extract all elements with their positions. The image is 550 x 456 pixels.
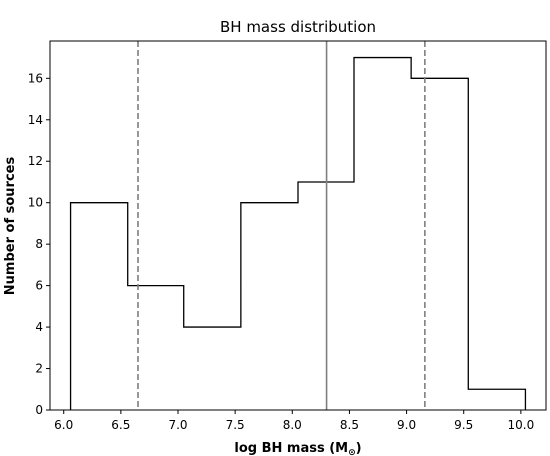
y-tick-label-4: 8 (35, 237, 43, 251)
histogram-bin-5 (354, 58, 411, 410)
x-tick-label-5: 8.5 (340, 418, 359, 432)
y-tick-label-1: 2 (35, 362, 43, 376)
y-axis-label: Number of sources (3, 157, 18, 296)
histogram-bin-0 (71, 203, 128, 410)
y-tick-label-5: 10 (28, 196, 43, 210)
plot-area: 6.0 6.5 7.0 7.5 8.0 8.5 9.0 9.5 10.0 0 2 4 6 8 10 12 14 1… (28, 41, 534, 432)
histogram-bin-3 (241, 203, 298, 410)
x-tick-label-7: 9.5 (454, 418, 473, 432)
chart-title: BH mass distribution (220, 18, 376, 36)
x-tick-label-4: 8.0 (283, 418, 302, 432)
y-tick-label-8: 16 (28, 71, 43, 85)
x-axis-label-main: log BH mass (M (234, 441, 348, 456)
x-axis-label-suffix: ) (356, 441, 362, 456)
histogram-bin-6 (411, 78, 468, 410)
x-tick-label-3: 7.5 (226, 418, 245, 432)
y-tick-label-3: 6 (35, 279, 43, 293)
x-tick-label-6: 9.0 (397, 418, 416, 432)
histogram-bin-7 (468, 389, 525, 410)
histogram-bin-2 (184, 327, 241, 410)
histogram-step-outline (69, 56, 527, 410)
y-tick-label-0: 0 (35, 403, 43, 417)
y-tick-label-6: 12 (28, 154, 43, 168)
y-tick-label-2: 4 (35, 320, 43, 334)
x-axis-label-sub: ⊙ (348, 448, 356, 456)
y-tick-label-7: 14 (28, 113, 43, 127)
x-axis-label: log BH mass (M⊙) (234, 441, 361, 456)
x-tick-label-1: 6.5 (111, 418, 130, 432)
plot-frame (49, 40, 547, 411)
x-tick-label-8: 10.0 (507, 418, 534, 432)
histogram-bin-1 (128, 286, 184, 410)
x-tick-label-0: 6.0 (54, 418, 73, 432)
x-tick-label-2: 7.0 (168, 418, 187, 432)
